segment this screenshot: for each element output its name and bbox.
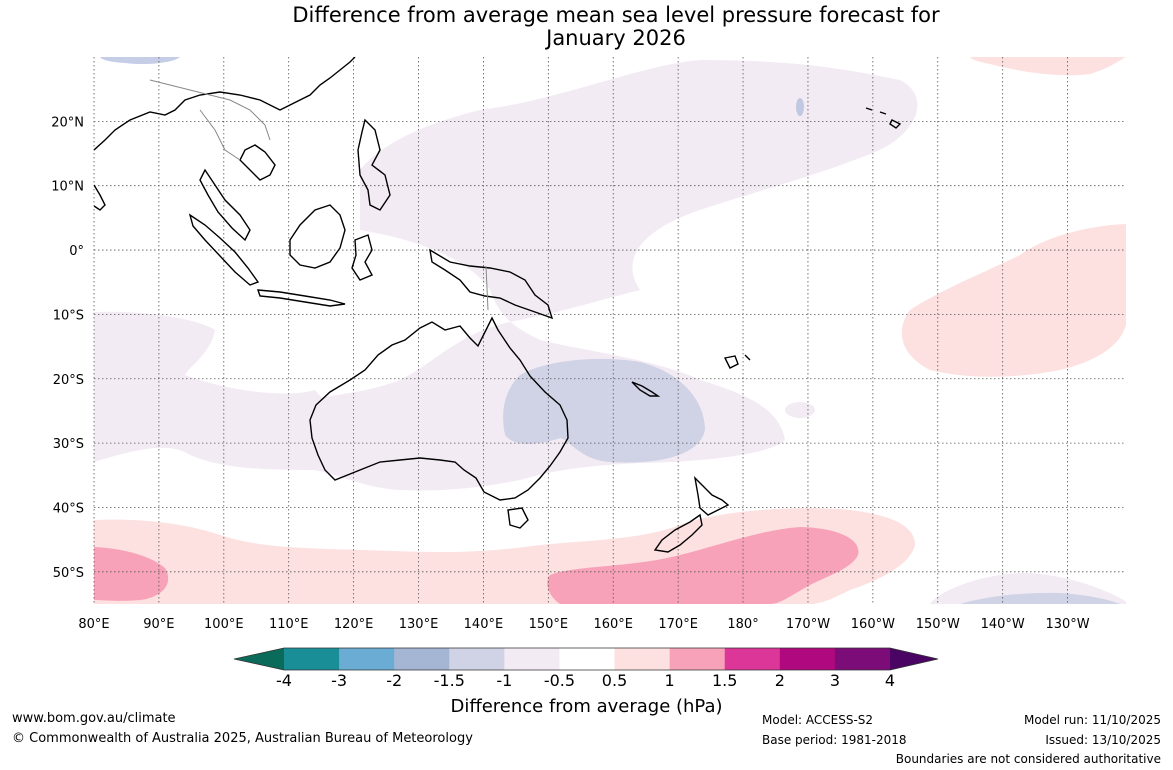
colorbar-swatch <box>614 648 671 670</box>
anomaly-region-negative-light <box>94 60 918 491</box>
longitude-label: 170°E <box>658 617 698 632</box>
copyright-text: © Commonwealth of Australia 2025, Austra… <box>12 731 473 746</box>
anomaly-region-negative-moderate <box>503 358 705 463</box>
colorbar-tick-label: 3 <box>829 671 840 690</box>
colorbar-swatch <box>394 648 450 670</box>
longitude-labels: 80°E 90°E 100°E 110°E 120°E 130°E 140°E 150°E 16… <box>78 617 1089 632</box>
model-run-date: Model run: 11/10/2025 <box>1023 713 1161 727</box>
latitude-label: 40°S <box>53 501 84 516</box>
colorbar-tick-label: -2 <box>386 671 403 690</box>
latitude-label: 20°N <box>51 115 84 130</box>
latitude-labels: 20°N 10°N 0° 10°S 20°S 30°S 40°S 50°S <box>51 115 84 580</box>
latitude-label: 0° <box>69 244 84 259</box>
longitude-label: 130°W <box>1045 617 1089 632</box>
longitude-label: 110°E <box>269 617 309 632</box>
latitude-label: 50°S <box>53 566 84 581</box>
colorbar-tick-label: -1.5 <box>433 671 465 690</box>
longitude-label: 160°W <box>851 617 895 632</box>
colorbar-tick-label: 0.5 <box>601 671 628 690</box>
anomaly-region-positive-moderate-southwest <box>94 547 169 601</box>
latitude-label: 30°S <box>53 437 84 452</box>
country-borders <box>149 79 489 311</box>
colorbar-outline <box>233 647 939 671</box>
latitude-label: 20°S <box>53 373 84 388</box>
chart-title: Difference from average mean sea level p… <box>0 4 1173 50</box>
anomaly-region-negative-blob-1 <box>785 402 815 418</box>
latitude-label: 10°N <box>51 180 84 195</box>
border-lines <box>149 79 489 311</box>
anomaly-region-negative-northwest <box>100 57 180 65</box>
longitude-label: 160°E <box>593 617 633 632</box>
coastline-fiji <box>723 354 751 369</box>
colorbar-swatch <box>779 648 836 670</box>
coastline-new-zealand-south <box>653 513 703 553</box>
coastline-asia <box>94 57 356 242</box>
anomaly-regions <box>94 57 1126 604</box>
coastline-borneo <box>289 204 346 269</box>
coastline-philippines <box>357 118 391 211</box>
anomaly-region-negative-spot <box>796 98 804 116</box>
coastlines <box>94 57 902 553</box>
colorbar-extend-low <box>234 648 284 670</box>
colorbar-swatch <box>504 648 560 670</box>
colorbar-tick-label: 4 <box>884 671 896 690</box>
colorbar-swatch <box>834 648 891 670</box>
colorbar-swatch <box>724 648 781 670</box>
boundaries-disclaimer: Boundaries are not considered authoritat… <box>895 752 1161 766</box>
colorbar-tick-label: -1 <box>496 671 513 690</box>
longitude-label: 100°E <box>204 617 244 632</box>
longitude-label: 180° <box>727 617 758 632</box>
coastline-australia <box>309 316 569 501</box>
longitude-label: 120°E <box>334 617 374 632</box>
model-name: Model: ACCESS-S2 <box>762 713 874 727</box>
colorbar-tick-label: -4 <box>276 671 292 690</box>
issued-date: Issued: 13/10/2025 <box>1045 733 1161 747</box>
title-line-1: Difference from average mean sea level p… <box>292 3 940 27</box>
colorbar-tick-label: 2 <box>774 671 785 690</box>
colorbar-swatch <box>559 648 616 670</box>
coastline-hawaii <box>865 107 902 129</box>
colorbar-tick-label: 1 <box>664 671 675 690</box>
anomaly-region-negative-moderate-lower-right <box>960 592 1120 604</box>
anomaly-region-positive-east <box>901 224 1126 377</box>
graticule <box>93 57 1126 604</box>
coastline-new-guinea <box>429 248 554 320</box>
coastline-new-caledonia <box>631 381 661 397</box>
coastline-new-zealand-north <box>693 475 730 516</box>
colorbar-tick-label: -0.5 <box>543 671 576 690</box>
longitude-label: 80°E <box>78 617 109 632</box>
colorbar-extend-high <box>890 648 938 670</box>
anomaly-region-positive-northeast <box>970 57 1126 76</box>
colorbar-title: Difference from average (hPa) <box>450 696 723 717</box>
colorbar-swatch <box>669 648 726 670</box>
longitude-label: 140°W <box>981 617 1025 632</box>
base-period: Base period: 1981-2018 <box>762 733 907 747</box>
colorbar <box>233 647 939 671</box>
colorbar-swatch <box>449 648 505 670</box>
latitude-label: 10°S <box>53 308 84 323</box>
longitude-label: 140°E <box>464 617 504 632</box>
colorbar-tick-label: -3 <box>331 671 348 690</box>
coastline-java <box>256 289 346 307</box>
website-link[interactable]: www.bom.gov.au/climate <box>12 711 176 726</box>
colorbar-swatch <box>284 648 340 670</box>
longitude-label: 150°W <box>916 617 960 632</box>
longitude-label: 150°E <box>529 617 569 632</box>
anomaly-region-positive-moderate-south <box>547 527 859 604</box>
colorbar-tick-label: 1.5 <box>711 671 738 690</box>
colorbar-swatch <box>339 648 395 670</box>
longitude-label: 90°E <box>143 617 174 632</box>
longitude-label: 130°E <box>399 617 439 632</box>
coastline-sumatra <box>188 213 260 286</box>
longitude-label: 170°W <box>786 617 830 632</box>
coastline-tasmania <box>507 507 529 529</box>
coastline-sulawesi <box>351 234 373 281</box>
title-line-2: January 2026 <box>546 26 686 50</box>
